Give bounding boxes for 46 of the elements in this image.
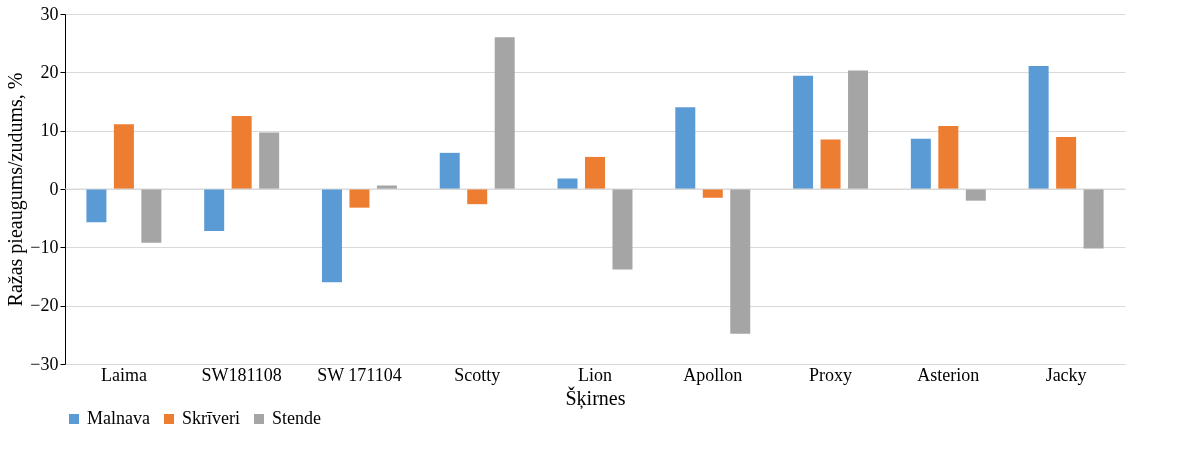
- x-axis-title: Šķirnes: [565, 385, 626, 410]
- y-tick-label: 30: [40, 3, 59, 24]
- bar: [259, 132, 280, 189]
- bar: [675, 107, 696, 189]
- x-tick-label: Jacky: [1045, 364, 1087, 385]
- bar: [231, 116, 252, 189]
- bar: [585, 156, 605, 189]
- y-tick-label: −20: [30, 295, 59, 316]
- x-tick-label: Asterion: [917, 364, 980, 385]
- bar: [1056, 137, 1077, 189]
- bar: [113, 124, 134, 189]
- x-tick-label: SW181108: [201, 364, 282, 385]
- legend-label: Stende: [272, 408, 321, 428]
- y-tick-label: 20: [40, 61, 59, 82]
- y-tick-label: 0: [49, 178, 59, 199]
- bar: [494, 37, 515, 189]
- x-tick-label: Lion: [578, 364, 612, 385]
- legend-label: Skrīveri: [182, 408, 240, 428]
- legend-label: Malnava: [87, 408, 150, 428]
- y-tick-label: −30: [30, 353, 59, 374]
- x-tick-label: Proxy: [809, 364, 853, 385]
- bar: [439, 152, 460, 189]
- bar: [141, 189, 162, 243]
- bar: [204, 189, 225, 231]
- bar: [730, 189, 751, 334]
- bar: [1028, 65, 1049, 189]
- bar: [820, 139, 841, 189]
- bar: [612, 189, 633, 270]
- bar: [321, 189, 342, 283]
- bar: [793, 75, 814, 189]
- bar: [965, 189, 986, 201]
- x-tick-label: Laima: [100, 364, 147, 385]
- bar: [1083, 189, 1104, 249]
- bar: [702, 189, 723, 198]
- x-tick-label: Scotty: [454, 364, 501, 385]
- bar: [848, 70, 869, 189]
- bar: [467, 189, 488, 205]
- x-tick-label: SW 171104: [317, 364, 402, 385]
- y-tick-label: 10: [40, 120, 59, 141]
- x-tick-label: Apollon: [683, 364, 743, 385]
- bar: [349, 189, 370, 208]
- y-axis-title: Ražas pieaugums/zudums, %: [4, 72, 28, 307]
- y-tick-label: −10: [30, 236, 59, 257]
- bar: [938, 126, 959, 189]
- bar: [910, 138, 931, 189]
- bar: [86, 189, 107, 223]
